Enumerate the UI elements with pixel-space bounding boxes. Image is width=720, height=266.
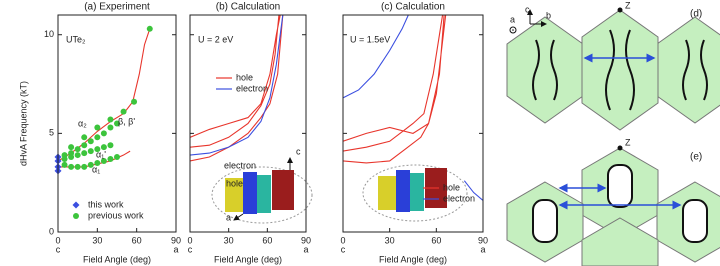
data-point	[94, 134, 101, 141]
x-axis-label: Field Angle (deg)	[214, 254, 282, 264]
x-tick-label: 60	[132, 235, 142, 245]
data-point	[68, 144, 75, 151]
annotation: electron	[224, 160, 256, 170]
point-label: Z	[625, 0, 631, 10]
axis-end-label: c	[341, 244, 346, 254]
data-point	[68, 163, 75, 170]
x-tick-label: 90	[301, 235, 311, 245]
data-point	[81, 150, 88, 157]
x-tick-label: 60	[262, 235, 272, 245]
data-line	[190, 15, 284, 156]
x-axis-label: Field Angle (deg)	[379, 254, 447, 264]
x-tick-label: 0	[55, 235, 60, 245]
axis-end-label: a	[173, 244, 178, 254]
legend-label: previous work	[88, 210, 144, 220]
data-point	[120, 108, 127, 115]
annotation: α₁'	[96, 149, 106, 159]
point-label: Z	[625, 137, 631, 147]
plot-frame	[57, 14, 177, 233]
data-point	[94, 159, 101, 166]
annotation: UTe₂	[66, 34, 86, 44]
x-axis-label: Field Angle (deg)	[83, 254, 151, 264]
data-point	[87, 161, 94, 168]
legend-label: hole	[443, 182, 460, 192]
plot-area	[190, 15, 284, 162]
legend-label: hole	[236, 72, 253, 82]
data-point	[131, 98, 138, 105]
annotation: α₁	[92, 164, 100, 174]
legend-label: this work	[88, 199, 124, 209]
data-point	[87, 148, 94, 155]
y-tick-label: 0	[49, 226, 54, 236]
x-tick-label: 30	[224, 235, 234, 245]
data-point	[107, 116, 114, 123]
data-point	[107, 142, 114, 149]
axis-label: c	[525, 4, 530, 14]
axis-label: b	[546, 10, 551, 20]
y-axis-label: dHvA Frequency (kT)	[18, 81, 28, 166]
data-point	[81, 142, 88, 149]
legend-label: electron	[443, 193, 475, 203]
data-point	[114, 154, 120, 161]
legend-swatch	[72, 201, 80, 209]
annotation: U = 1.5eV	[350, 34, 390, 44]
axis-label: a	[510, 14, 515, 24]
data-point	[74, 163, 81, 170]
data-point	[100, 130, 107, 137]
data-point	[81, 163, 88, 170]
legend-label: electron	[236, 83, 268, 93]
data-point	[107, 124, 114, 131]
data-point	[74, 146, 81, 153]
data-point	[87, 138, 94, 145]
axis-end-label: c	[56, 244, 61, 254]
data-point	[61, 156, 68, 163]
x-tick-label: 0	[187, 235, 192, 245]
chart-title: (c) Calculation	[381, 2, 445, 13]
data-point	[68, 154, 75, 161]
x-tick-label: 60	[431, 235, 441, 245]
annotation: β, β'	[118, 116, 135, 126]
data-point	[100, 157, 107, 164]
panel-label: (d)	[690, 9, 702, 20]
axis-end-label: a	[303, 244, 308, 254]
x-tick-label: 30	[385, 235, 395, 245]
annotation: U = 2 eV	[198, 34, 233, 44]
data-point	[74, 152, 81, 159]
legend-swatch	[73, 213, 79, 219]
data-point	[146, 25, 153, 32]
annotation: c	[296, 146, 301, 156]
annotation: a	[226, 212, 231, 222]
plot-frame	[189, 14, 307, 233]
data-point	[81, 134, 88, 141]
axis-end-label: c	[188, 244, 193, 254]
annotation: hole	[226, 178, 243, 188]
data-line	[190, 15, 284, 162]
x-tick-label: 90	[171, 235, 181, 245]
panel-label: (e)	[690, 152, 702, 163]
data-point	[94, 124, 101, 131]
data-point	[114, 120, 120, 127]
chart-title: (a) Experiment	[84, 2, 150, 13]
data-line	[343, 15, 483, 201]
chart-title: (b) Calculation	[216, 2, 280, 13]
x-tick-label: 30	[92, 235, 102, 245]
y-tick-label: 10	[44, 29, 54, 39]
diagram-d: c b a Z (d)	[506, 0, 720, 131]
plot-frame	[342, 14, 484, 233]
data-point	[61, 161, 68, 168]
y-tick-label: 5	[49, 128, 54, 138]
axis-end-label: a	[480, 244, 485, 254]
x-tick-label: 0	[340, 235, 345, 245]
annotation: α₂	[78, 118, 87, 128]
x-tick-label: 90	[478, 235, 488, 245]
plot-area	[343, 15, 483, 201]
diagram-e: Z (e)	[506, 137, 720, 266]
data-point	[107, 156, 114, 163]
data-point	[100, 144, 107, 151]
data-point	[94, 146, 101, 153]
data-line	[343, 15, 447, 164]
